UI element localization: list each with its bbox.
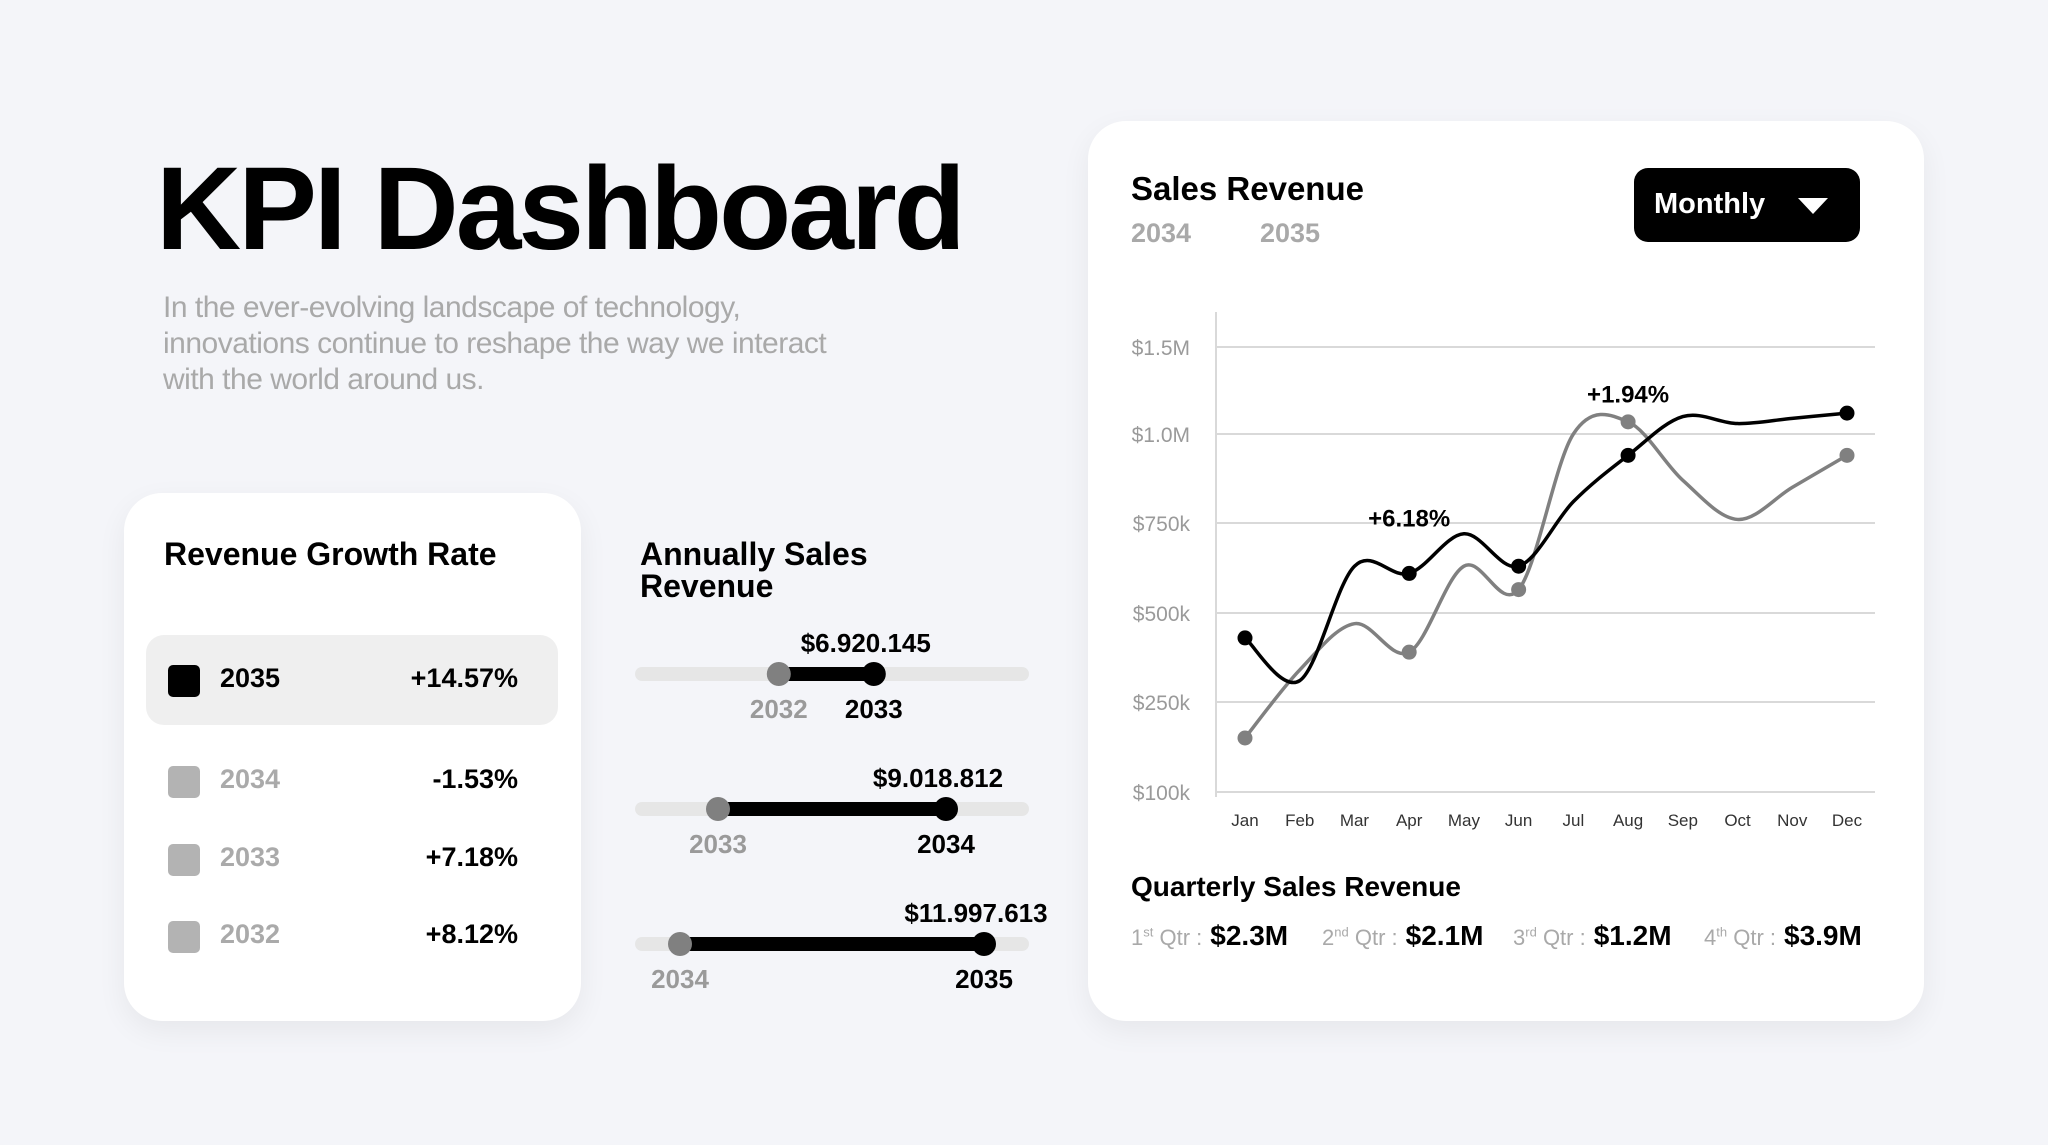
annotation-label: +1.94% bbox=[1587, 382, 1669, 409]
data-point-2034 bbox=[1839, 447, 1855, 463]
growth-change: +8.12% bbox=[425, 919, 518, 949]
sales-revenue-card bbox=[1088, 121, 1924, 1021]
revenue-growth-title: Revenue Growth Rate bbox=[164, 536, 497, 572]
quarter-label: Qtr : bbox=[1159, 925, 1203, 950]
growth-year: 2033 bbox=[220, 842, 281, 872]
y-tick-label: $1.5M bbox=[1132, 337, 1190, 360]
period-dropdown[interactable]: Monthly bbox=[1634, 168, 1860, 242]
quarter-suffix: th bbox=[1716, 924, 1728, 940]
sales-revenue-chart: $100k $250k $500k $750k $1.0M $1.5M Jan Feb Mar A… bbox=[1132, 312, 1875, 830]
quarter-ordinal: 3 bbox=[1513, 925, 1526, 950]
growth-year: 2032 bbox=[220, 919, 281, 949]
range-to-label: 2034 bbox=[917, 829, 975, 859]
x-tick-label: Feb bbox=[1285, 811, 1314, 830]
legend-swatch bbox=[168, 844, 200, 876]
y-tick-label: $750k bbox=[1133, 513, 1191, 536]
data-point-2035 bbox=[1237, 630, 1253, 646]
legend-2035[interactable]: 2035 bbox=[1260, 218, 1321, 248]
range-from-label: 2032 bbox=[750, 694, 808, 724]
x-tick-label: Jul bbox=[1562, 811, 1584, 830]
x-tick-label: Aug bbox=[1613, 811, 1643, 830]
growth-year: 2035 bbox=[220, 663, 281, 693]
range-start-handle bbox=[706, 797, 730, 821]
x-tick-label: Sep bbox=[1668, 811, 1698, 830]
y-tick-label: $100k bbox=[1133, 782, 1191, 805]
growth-change: -1.53% bbox=[432, 764, 518, 794]
growth-year: 2034 bbox=[220, 764, 281, 794]
range-from-label: 2034 bbox=[651, 964, 709, 994]
quarter-suffix: nd bbox=[1334, 924, 1349, 940]
range-value-label: $6.920.145 bbox=[801, 628, 931, 658]
data-point-2034 bbox=[1237, 730, 1253, 746]
series-line-2035 bbox=[1243, 411, 1848, 685]
x-tick-label: May bbox=[1448, 811, 1481, 830]
y-tick-label: $1.0M bbox=[1132, 424, 1190, 447]
data-point-2035 bbox=[1839, 405, 1855, 421]
y-tick-label: $250k bbox=[1133, 692, 1191, 715]
quarter-label: Qtr : bbox=[1542, 925, 1586, 950]
annotation-label: +6.18% bbox=[1368, 506, 1450, 533]
growth-row-2033[interactable]: 2033 +7.18% bbox=[146, 814, 558, 904]
page-title: KPI Dashboard bbox=[156, 143, 966, 275]
data-point-2034 bbox=[1511, 582, 1527, 598]
growth-row-2032[interactable]: 2032 +8.12% bbox=[146, 891, 558, 981]
quarter-4: 4th Qtr : $3.9M bbox=[1704, 920, 1862, 952]
quarter-value: $1.2M bbox=[1593, 920, 1672, 951]
range-from-label: 2033 bbox=[689, 829, 747, 859]
growth-row-2034[interactable]: 2034 -1.53% bbox=[146, 736, 558, 826]
x-tick-label: Jan bbox=[1231, 811, 1258, 830]
data-point-2035 bbox=[1401, 565, 1417, 581]
quarter-suffix: rd bbox=[1525, 924, 1537, 940]
legend-swatch bbox=[168, 921, 200, 953]
growth-change: +14.57% bbox=[410, 663, 518, 693]
y-tick-label: $500k bbox=[1133, 603, 1191, 626]
quarter-1: 1st Qtr : $2.3M bbox=[1131, 920, 1288, 952]
range-value-label: $11.997.613 bbox=[904, 898, 1047, 928]
data-point-2034 bbox=[1401, 644, 1417, 660]
x-tick-label: Jun bbox=[1505, 811, 1532, 830]
page-subtitle: In the ever-evolving landscape of techno… bbox=[163, 291, 827, 396]
quarter-value: $2.1M bbox=[1405, 920, 1484, 951]
x-tick-label: Nov bbox=[1777, 811, 1808, 830]
data-point-2035 bbox=[1511, 558, 1527, 574]
legend-swatch bbox=[168, 665, 200, 697]
range-to-label: 2035 bbox=[955, 964, 1013, 994]
quarter-label: Qtr : bbox=[1733, 925, 1776, 950]
quarter-2: 2nd Qtr : $2.1M bbox=[1322, 920, 1483, 952]
data-point-2034 bbox=[1620, 414, 1636, 430]
revenue-growth-card bbox=[124, 493, 581, 1021]
quarter-value: $3.9M bbox=[1784, 920, 1862, 951]
quarter-value: $2.3M bbox=[1210, 920, 1289, 951]
x-tick-label: Apr bbox=[1396, 811, 1423, 830]
range-end-handle bbox=[861, 662, 886, 686]
quarterly-title: Quarterly Sales Revenue bbox=[1131, 871, 1461, 902]
x-tick-label: Mar bbox=[1340, 811, 1370, 830]
quarter-ordinal: 1 bbox=[1131, 925, 1144, 950]
range-end-handle bbox=[972, 932, 996, 956]
range-value-label: $9.018.812 bbox=[873, 763, 1003, 793]
range-start-handle bbox=[668, 932, 692, 956]
series-line-2034 bbox=[1243, 412, 1848, 740]
range-to-label: 2033 bbox=[845, 694, 903, 724]
sales-revenue-title: Sales Revenue bbox=[1131, 170, 1364, 207]
data-point-2035 bbox=[1620, 447, 1636, 463]
quarter-ordinal: 2 bbox=[1322, 925, 1335, 950]
quarter-label: Qtr : bbox=[1354, 925, 1398, 950]
growth-row-2035[interactable]: 2035 +14.57% bbox=[146, 635, 558, 725]
quarter-3: 3rd Qtr : $1.2M bbox=[1513, 920, 1672, 952]
quarter-ordinal: 4 bbox=[1704, 925, 1717, 950]
range-end-handle bbox=[934, 797, 958, 821]
growth-change: +7.18% bbox=[425, 842, 518, 872]
period-dropdown-label: Monthly bbox=[1654, 188, 1766, 220]
range-start-handle bbox=[766, 662, 791, 686]
x-tick-label: Dec bbox=[1832, 811, 1863, 830]
x-tick-label: Oct bbox=[1724, 811, 1751, 830]
caret-down-icon bbox=[1798, 198, 1828, 214]
legend-swatch bbox=[168, 766, 200, 798]
annual-sales-title: Annually Sales Revenue bbox=[640, 536, 868, 604]
legend-2034[interactable]: 2034 bbox=[1131, 218, 1192, 248]
quarter-suffix: st bbox=[1143, 924, 1154, 940]
annual-sales-ranges: $6.920.145 2032 2033 $9.018.812 2033 2034 $11.… bbox=[635, 628, 1048, 994]
